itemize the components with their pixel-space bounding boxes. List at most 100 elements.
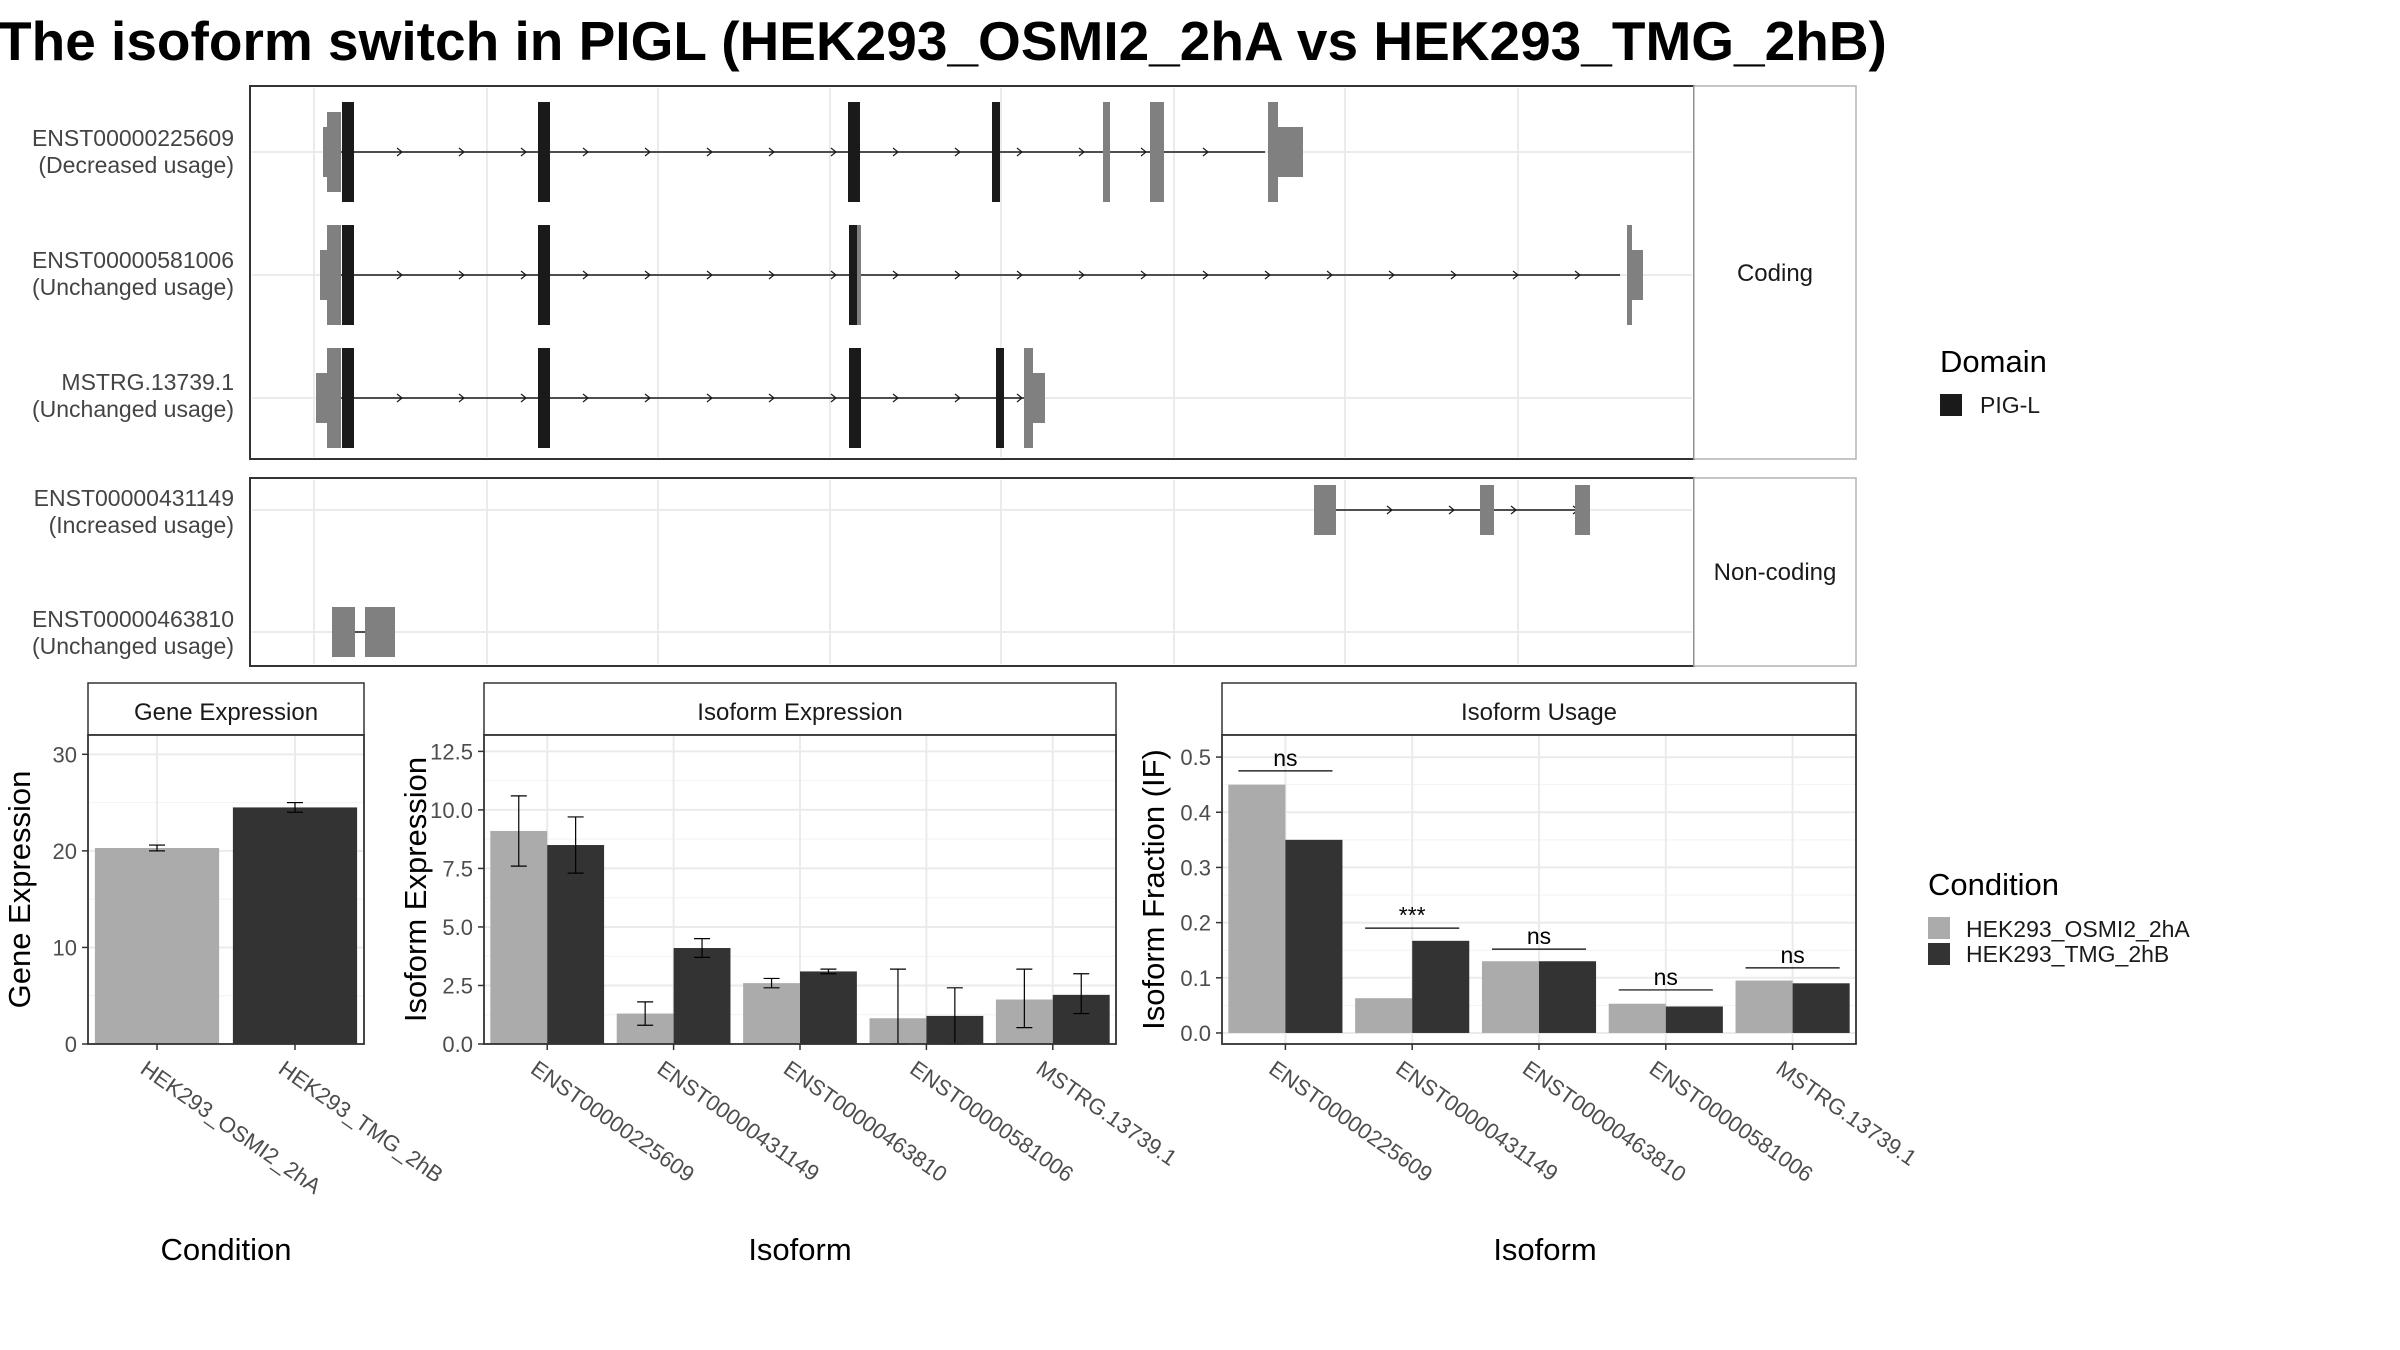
noncoding-strip [1693,477,1857,667]
strand-arrow [1448,505,1455,515]
exon [1278,127,1303,177]
y-tick-label: 0.2 [1180,911,1211,936]
transcript-id: ENST00000431149 [34,485,234,511]
exon [857,225,861,325]
transcript-track [1314,485,1590,535]
domain-exon [992,102,1000,202]
figure-title: The isoform switch in PIGL (HEK293_OSMI2… [0,10,1887,72]
bar-chart: Isoform Usage ns *** ns ns ns 0.0 0.1 0.2 0.3 0.4 0… [1136,682,1921,1267]
strand-arrow [830,147,837,157]
condition-legend-label-b: HEK293_TMG_2hB [1966,941,2169,967]
strand-arrow [1016,270,1023,280]
transcript-status: (Unchanged usage) [32,274,234,300]
strand-arrow [644,393,651,403]
y-tick-label: 0.0 [1180,1021,1211,1046]
exon [1575,485,1590,535]
y-tick-label: 7.5 [442,856,473,881]
condition-legend: Condition HEK293_OSMI2_2hA HEK293_TMG_2h… [1928,867,2190,967]
condition-legend-title: Condition [1928,867,2059,902]
y-tick-label: 5.0 [442,915,473,940]
strand-arrow [892,147,899,157]
strand-arrow [582,393,589,403]
strand-arrow [954,270,961,280]
exon [1033,373,1045,423]
transcript-status: (Unchanged usage) [32,396,234,422]
domain-legend: Domain PIG-L [1940,344,2047,418]
y-tick-label: 0.4 [1180,800,1211,825]
bar [1608,1003,1666,1033]
domain-exon [342,348,354,448]
y-tick-label: 0.5 [1180,745,1211,770]
exon [1268,102,1278,202]
strand-arrow [1386,505,1393,515]
y-axis-title: Gene Expression [2,771,37,1009]
strand-arrow [954,393,961,403]
bar [1792,983,1850,1033]
strand-arrow [1264,270,1271,280]
strand-arrow [458,393,465,403]
strand-arrow [954,147,961,157]
x-axis-title: Condition [161,1232,292,1267]
transcript-status: (Unchanged usage) [32,633,234,659]
bar [1539,961,1597,1033]
coding-panel [249,85,1695,460]
strand-arrow [644,270,651,280]
bar [1355,998,1413,1033]
strand-arrow [458,270,465,280]
facet-label-noncoding: Non-coding [1714,559,1837,586]
transcript-id: ENST00000225609 [32,125,234,151]
exon [1150,102,1164,202]
y-tick-label: 2.5 [442,973,473,998]
panel-strip [483,682,1117,736]
bar-chart: Isoform Expression0.02.55.07.510.012.5EN… [398,682,1181,1267]
significance-label: *** [1399,902,1426,928]
transcript-track [320,225,1643,325]
strand-arrow [520,147,527,157]
noncoding-panel [249,477,1695,667]
domain-legend-label: PIG-L [1980,392,2040,418]
transcript-status: (Increased usage) [49,512,234,538]
y-axis-title: Isoform Expression [398,757,433,1022]
strand-arrow [768,393,775,403]
y-tick-label: 0.3 [1180,855,1211,880]
strand-arrow [768,147,775,157]
y-tick-label: 20 [53,839,77,864]
exon [1627,225,1632,325]
bar [743,983,800,1044]
bar [800,971,857,1044]
bar [1412,940,1470,1033]
strand-arrow [1450,270,1457,280]
exon [1024,348,1033,448]
strand-arrow [1510,505,1517,515]
strand-arrow [458,147,465,157]
strand-arrow [396,270,403,280]
domain-exon [538,102,550,202]
domain-exon [849,348,861,448]
strand-arrow [1388,270,1395,280]
bar [94,847,220,1044]
bar [1735,980,1793,1033]
transcript-id: ENST00000463810 [32,606,234,632]
transcript-track [316,348,1045,448]
domain-legend-title: Domain [1940,344,2047,379]
y-tick-label: 10.0 [430,798,473,823]
domain-exon [538,348,550,448]
bar [673,948,731,1044]
domain-exon [996,348,1004,448]
strand-arrow [1202,147,1209,157]
y-tick-label: 12.5 [430,739,473,764]
exon [316,373,327,423]
strand-arrow [1078,270,1085,280]
condition-legend-label-a: HEK293_OSMI2_2hA [1966,916,2190,942]
strand-arrow [892,270,899,280]
bar [547,845,605,1044]
panel-strip [87,682,365,736]
strand-arrow [706,270,713,280]
strand-arrow [1016,393,1023,403]
strand-arrow [520,393,527,403]
significance-label: ns [1273,745,1297,771]
strand-arrow [1326,270,1333,280]
domain-legend-swatch [1940,394,1962,416]
strand-arrow [830,270,837,280]
exon [1103,102,1110,202]
